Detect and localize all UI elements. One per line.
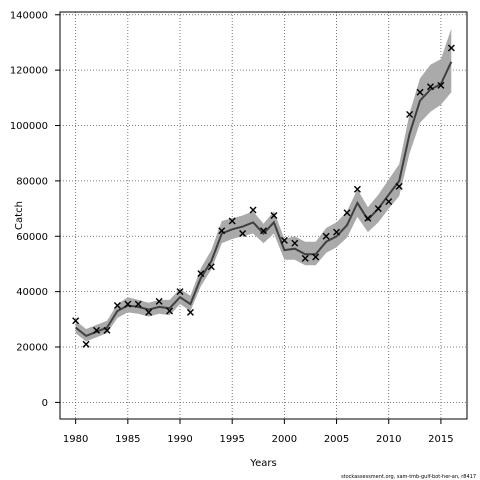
observed-point [207, 263, 215, 271]
x-tick-label: 2015 [428, 434, 453, 445]
observed-point [176, 288, 184, 296]
x-axis-label: Years [249, 458, 276, 469]
y-tick-label: 0 [42, 398, 48, 409]
observed-point [406, 110, 414, 118]
observed-point [280, 236, 288, 244]
observed-point [82, 340, 90, 348]
x-tick-label: 2000 [272, 434, 297, 445]
y-tick-label: 140000 [10, 10, 48, 21]
observed-point [124, 300, 132, 308]
plot-frame [59, 11, 468, 420]
observed-point [343, 209, 351, 217]
x-tick-label: 1995 [219, 434, 244, 445]
observed-point [374, 205, 382, 213]
observed-catch-markers [72, 44, 455, 348]
x-axis: 1980 1985 1990 1995 2000 2005 2010 2015 [63, 419, 454, 445]
observed-point [103, 326, 111, 334]
y-axis-label: Catch [14, 201, 25, 230]
observed-point [416, 88, 424, 96]
observed-point [395, 182, 403, 190]
observed-point [437, 81, 445, 89]
observed-point [72, 317, 80, 325]
observed-point [291, 239, 299, 247]
observed-point [155, 297, 163, 305]
observed-point [353, 185, 361, 193]
observed-point [166, 307, 174, 315]
y-tick-label: 100000 [10, 121, 48, 132]
observed-point [312, 253, 320, 261]
observed-point [447, 44, 455, 52]
y-tick-label: 80000 [16, 176, 48, 187]
x-tick-label: 2005 [324, 434, 349, 445]
grid-layer [60, 12, 467, 419]
y-tick-label: 60000 [16, 232, 48, 243]
observed-point [385, 198, 393, 206]
observed-point [426, 83, 434, 91]
observed-point [301, 254, 309, 262]
observed-point [93, 326, 101, 334]
observed-point [270, 212, 278, 219]
y-tick-label: 120000 [10, 66, 48, 77]
observed-point [186, 308, 194, 316]
observed-point [218, 227, 226, 235]
observed-point [260, 227, 267, 235]
observed-point [134, 300, 142, 308]
y-tick-label: 40000 [16, 287, 48, 298]
fitted-catch-line [75, 61, 453, 338]
observed-point [333, 228, 341, 236]
observed-point [113, 301, 121, 309]
observed-point [145, 308, 153, 316]
x-tick-label: 1980 [63, 434, 88, 445]
observed-point [364, 214, 372, 222]
observed-point [228, 217, 236, 225]
observed-point [249, 206, 257, 214]
observed-point [239, 230, 247, 237]
x-tick-label: 2010 [376, 434, 401, 445]
observed-point [322, 232, 330, 240]
y-tick-label: 20000 [16, 343, 48, 354]
source-credit: stockassessment.org, sam-tmb-gulf-bot-he… [341, 474, 476, 480]
y-axis: 0 20000 40000 60000 80000 100000 120000 140000 [10, 10, 60, 409]
x-tick-label: 1990 [167, 434, 192, 445]
observed-point [197, 270, 205, 278]
x-tick-label: 1985 [115, 434, 140, 445]
